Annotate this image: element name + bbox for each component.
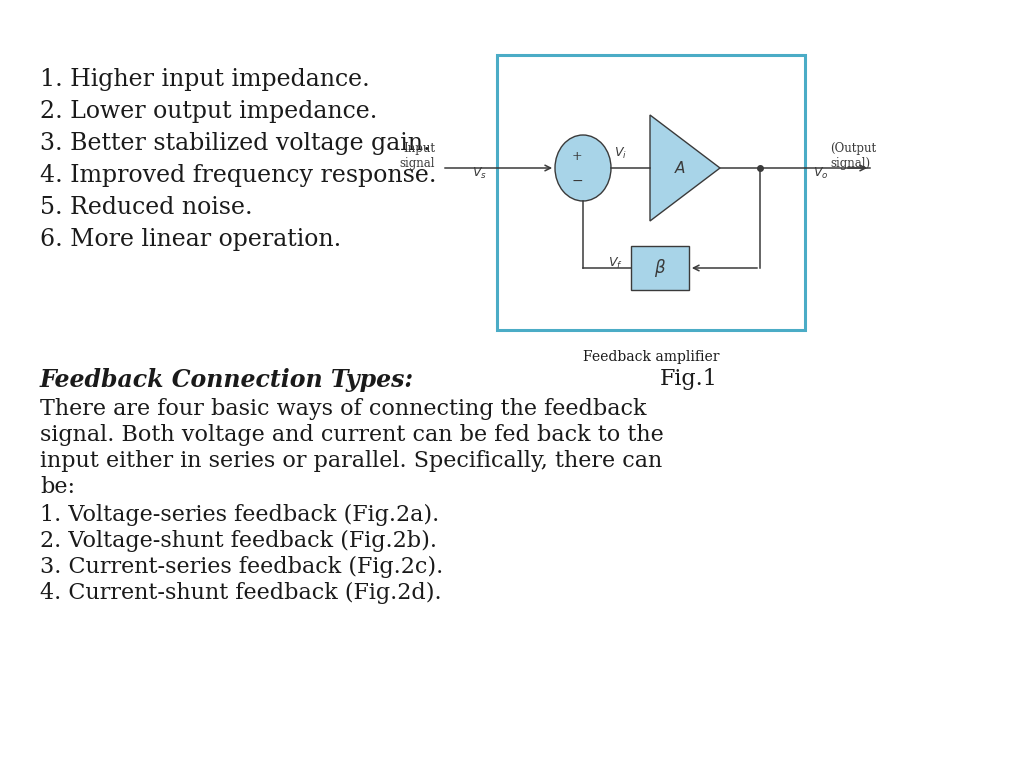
Text: Feedback amplifier: Feedback amplifier	[583, 350, 719, 364]
Text: be:: be:	[40, 476, 75, 498]
Text: signal. Both voltage and current can be fed back to the: signal. Both voltage and current can be …	[40, 424, 664, 446]
Text: $V_s$: $V_s$	[472, 165, 487, 180]
Bar	[631, 246, 689, 290]
Bar	[497, 55, 805, 330]
Ellipse shape	[555, 135, 611, 201]
Polygon shape	[650, 115, 720, 221]
Text: −: −	[571, 174, 583, 188]
Text: $A$: $A$	[674, 160, 686, 176]
Text: 3. Current-series feedback (Fig.2c).: 3. Current-series feedback (Fig.2c).	[40, 556, 443, 578]
Text: Feedback Connection Types:: Feedback Connection Types:	[40, 368, 414, 392]
Text: +: +	[571, 150, 583, 163]
Text: Fig.1: Fig.1	[660, 368, 718, 390]
Text: input either in series or parallel. Specifically, there can: input either in series or parallel. Spec…	[40, 450, 663, 472]
Text: (Output
signal): (Output signal)	[830, 142, 877, 170]
Text: 6. More linear operation.: 6. More linear operation.	[40, 228, 341, 251]
Text: Input
signal: Input signal	[399, 142, 435, 170]
Text: 1. Voltage-series feedback (Fig.2a).: 1. Voltage-series feedback (Fig.2a).	[40, 504, 439, 526]
Text: $\beta$: $\beta$	[654, 257, 666, 279]
Text: $V_f$: $V_f$	[607, 256, 623, 270]
Text: 3. Better stabilized voltage gain.: 3. Better stabilized voltage gain.	[40, 132, 431, 155]
Text: 2. Lower output impedance.: 2. Lower output impedance.	[40, 100, 378, 123]
Text: 2. Voltage-shunt feedback (Fig.2b).: 2. Voltage-shunt feedback (Fig.2b).	[40, 530, 437, 552]
Text: $V_o$: $V_o$	[813, 165, 828, 180]
Text: 4. Improved frequency response.: 4. Improved frequency response.	[40, 164, 436, 187]
Text: 4. Current-shunt feedback (Fig.2d).: 4. Current-shunt feedback (Fig.2d).	[40, 582, 441, 604]
Text: $V_i$: $V_i$	[613, 145, 627, 161]
Text: 1. Higher input impedance.: 1. Higher input impedance.	[40, 68, 370, 91]
Text: There are four basic ways of connecting the feedback: There are four basic ways of connecting …	[40, 398, 646, 420]
Text: 5. Reduced noise.: 5. Reduced noise.	[40, 196, 253, 219]
